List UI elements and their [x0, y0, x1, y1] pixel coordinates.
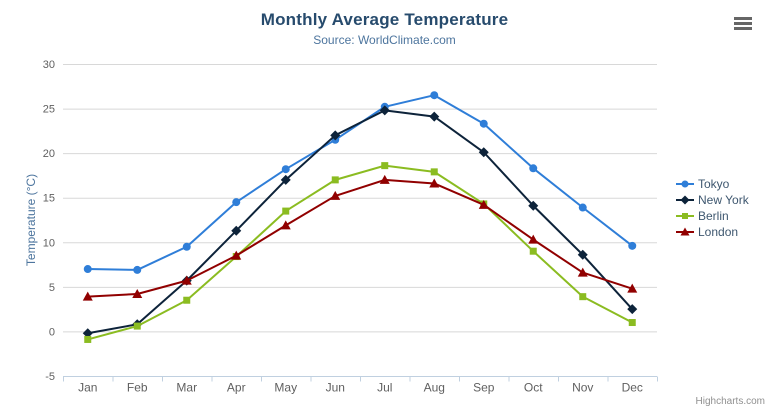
menu-bar: [734, 17, 752, 20]
data-point[interactable]: [529, 247, 537, 255]
data-point[interactable]: [478, 147, 489, 158]
data-point[interactable]: [578, 203, 587, 212]
data-point[interactable]: [282, 207, 290, 215]
legend-label-london: London: [698, 225, 739, 239]
x-axis-category-label: Sep: [473, 381, 495, 395]
data-point[interactable]: [627, 304, 638, 315]
y-axis-tick-label: 5: [49, 282, 55, 294]
data-point[interactable]: [579, 293, 587, 301]
x-axis-category-label: Dec: [622, 381, 643, 395]
y-axis-tick-label: 15: [43, 193, 55, 205]
data-point[interactable]: [479, 119, 488, 128]
data-point[interactable]: [82, 328, 93, 339]
chart-title: Monthly Average Temperature: [260, 10, 509, 29]
legend-label-new-york: New York: [698, 193, 749, 207]
x-axis-category-label: Jul: [377, 381, 392, 395]
data-point[interactable]: [628, 241, 637, 250]
y-axis-title: Temperature (°C): [24, 173, 38, 267]
series-london[interactable]: [82, 174, 638, 301]
series-line-london: [86, 178, 634, 298]
data-point[interactable]: [182, 242, 191, 251]
menu-bar: [734, 22, 752, 25]
y-axis-tick-label: 20: [43, 148, 55, 160]
data-point[interactable]: [330, 130, 341, 141]
data-point[interactable]: [281, 165, 290, 174]
y-axis-tick-label: 30: [43, 59, 55, 71]
data-point[interactable]: [681, 180, 689, 188]
legend-label-berlin: Berlin: [698, 209, 729, 223]
y-axis-tick-label: 10: [43, 237, 55, 249]
data-point[interactable]: [680, 227, 690, 236]
data-point[interactable]: [628, 319, 636, 327]
data-point[interactable]: [330, 190, 341, 200]
data-point[interactable]: [429, 178, 440, 188]
data-point[interactable]: [331, 176, 339, 184]
y-axis-tick-label: 0: [49, 326, 55, 338]
data-point[interactable]: [83, 265, 92, 274]
data-point[interactable]: [680, 195, 690, 205]
menu-bar: [734, 27, 752, 30]
series-line-new-york: [86, 109, 634, 335]
data-point[interactable]: [529, 164, 538, 173]
data-point[interactable]: [478, 199, 489, 209]
x-axis-category-label: Nov: [572, 381, 593, 395]
data-point[interactable]: [280, 174, 291, 185]
data-point[interactable]: [133, 322, 141, 330]
series-line-berlin: [86, 164, 634, 341]
x-axis-category-label: Jun: [326, 381, 345, 395]
circle-legend-icon: [676, 180, 694, 188]
data-point[interactable]: [381, 162, 389, 170]
legend-item-new-york[interactable]: New York: [676, 193, 749, 207]
legend: Tokyo New York Berlin London: [676, 177, 749, 239]
x-axis-category-label: Apr: [227, 381, 246, 395]
data-point[interactable]: [430, 168, 438, 176]
data-point[interactable]: [379, 174, 390, 184]
square-legend-icon: [676, 213, 694, 219]
x-axis-category-label: Mar: [176, 381, 197, 395]
x-axis-category-label: May: [274, 381, 297, 395]
x-axis-category-label: Jan: [78, 381, 97, 395]
data-point[interactable]: [84, 335, 92, 343]
data-point[interactable]: [280, 220, 291, 230]
data-point[interactable]: [133, 265, 142, 274]
data-point[interactable]: [231, 225, 242, 236]
data-point[interactable]: [682, 213, 688, 219]
data-point[interactable]: [181, 275, 192, 285]
credits-link[interactable]: Highcharts.com: [695, 396, 765, 407]
data-point[interactable]: [379, 105, 390, 116]
series-line-tokyo: [86, 94, 634, 271]
data-point[interactable]: [577, 267, 588, 277]
series-new-york[interactable]: [82, 105, 638, 339]
data-point[interactable]: [231, 250, 242, 260]
legend-item-berlin[interactable]: Berlin: [676, 209, 749, 223]
diamond-legend-icon: [676, 195, 694, 205]
x-axis-category-label: Aug: [424, 381, 445, 395]
hamburger-menu-icon[interactable]: [734, 17, 752, 30]
y-axis-tick-label: 25: [43, 104, 55, 116]
x-axis-category-label: Oct: [524, 381, 543, 395]
data-point[interactable]: [627, 283, 638, 293]
legend-item-london[interactable]: London: [676, 225, 749, 239]
data-point[interactable]: [82, 291, 93, 301]
data-point[interactable]: [429, 111, 440, 122]
legend-label-tokyo: Tokyo: [698, 177, 730, 191]
series-tokyo[interactable]: [83, 91, 637, 274]
chart-subtitle: Source: WorldClimate.com: [313, 33, 456, 47]
triangle-legend-icon: [676, 227, 694, 236]
data-point[interactable]: [577, 249, 588, 260]
data-point[interactable]: [132, 288, 143, 298]
legend-item-tokyo[interactable]: Tokyo: [676, 177, 749, 191]
data-point[interactable]: [528, 234, 539, 244]
x-axis-category-label: Feb: [127, 381, 148, 395]
data-point[interactable]: [183, 296, 191, 304]
data-point[interactable]: [528, 200, 539, 211]
data-point[interactable]: [232, 198, 241, 207]
y-axis-tick-label: -5: [45, 371, 55, 383]
data-point[interactable]: [430, 91, 439, 100]
